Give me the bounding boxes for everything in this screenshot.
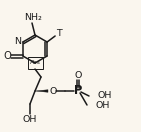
Text: P: P	[74, 84, 82, 98]
Text: NH₂: NH₂	[24, 13, 42, 22]
Text: O: O	[74, 70, 82, 79]
Text: T: T	[56, 29, 62, 39]
Text: O: O	[3, 51, 11, 61]
Polygon shape	[35, 90, 48, 92]
Text: N: N	[14, 37, 21, 46]
Text: O: O	[49, 86, 57, 95]
Text: OH: OH	[23, 116, 37, 124]
Text: OH: OH	[95, 100, 109, 110]
Text: Abs: Abs	[30, 60, 40, 65]
Text: OH: OH	[97, 91, 111, 100]
